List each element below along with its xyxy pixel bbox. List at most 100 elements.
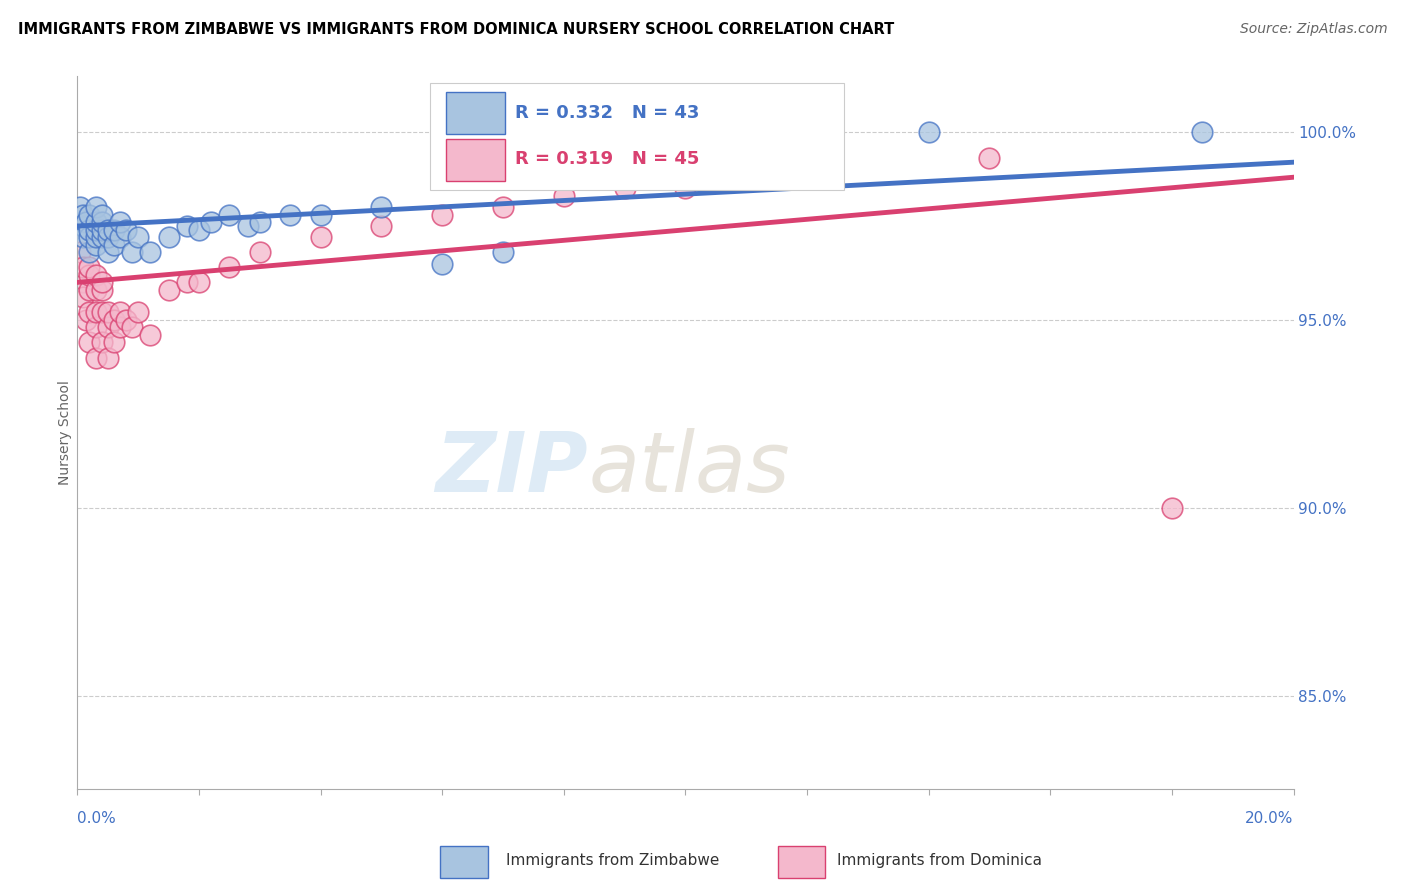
Point <box>370 200 392 214</box>
Point <box>979 152 1001 166</box>
Point <box>79 335 101 350</box>
Text: Immigrants from Zimbabwe: Immigrants from Zimbabwe <box>506 854 720 868</box>
Point <box>121 245 143 260</box>
Point <box>90 223 112 237</box>
Point <box>97 351 120 365</box>
Point <box>675 181 697 195</box>
Point <box>79 260 101 275</box>
Point <box>79 305 101 319</box>
Point <box>218 260 240 275</box>
Point <box>97 230 120 244</box>
Point <box>157 283 180 297</box>
Point <box>90 335 112 350</box>
Point <box>188 276 211 290</box>
Point <box>72 260 94 275</box>
Point <box>90 276 112 290</box>
FancyBboxPatch shape <box>430 83 844 190</box>
Point <box>97 245 120 260</box>
Point <box>309 208 332 222</box>
Point <box>218 208 240 222</box>
Point <box>97 320 120 334</box>
Point <box>796 170 818 185</box>
Point <box>79 230 101 244</box>
Point <box>75 313 97 327</box>
Point <box>84 305 107 319</box>
Point <box>249 215 271 229</box>
Point <box>90 215 112 229</box>
Point <box>108 320 131 334</box>
Point <box>492 245 515 260</box>
Point <box>553 189 575 203</box>
Point <box>176 276 198 290</box>
Point <box>84 200 107 214</box>
Point <box>84 351 107 365</box>
Point <box>492 200 515 214</box>
Point <box>249 245 271 260</box>
Point <box>188 223 211 237</box>
Point <box>72 230 94 244</box>
Point <box>84 223 107 237</box>
Point <box>103 313 125 327</box>
Point <box>200 215 222 229</box>
Point <box>115 313 138 327</box>
Point <box>72 208 94 222</box>
Point <box>84 268 107 282</box>
Point <box>79 283 101 297</box>
Point <box>108 215 131 229</box>
Point <box>103 223 125 237</box>
Point <box>90 305 112 319</box>
Point <box>69 200 91 214</box>
Point <box>278 208 301 222</box>
Point <box>103 335 125 350</box>
FancyBboxPatch shape <box>446 92 505 135</box>
Point <box>84 230 107 244</box>
Point <box>1191 125 1213 139</box>
Point <box>108 305 131 319</box>
Point <box>97 223 120 237</box>
Point <box>90 283 112 297</box>
Point <box>79 223 101 237</box>
Point <box>430 257 453 271</box>
Y-axis label: Nursery School: Nursery School <box>58 380 72 485</box>
Text: Immigrants from Dominica: Immigrants from Dominica <box>837 854 1042 868</box>
Point <box>90 208 112 222</box>
Point <box>72 276 94 290</box>
Point <box>613 181 636 195</box>
Text: atlas: atlas <box>588 428 790 508</box>
Point <box>236 219 259 233</box>
Point <box>430 208 453 222</box>
Point <box>79 268 101 282</box>
Point <box>370 219 392 233</box>
Point <box>121 320 143 334</box>
Point <box>139 245 162 260</box>
Text: Source: ZipAtlas.com: Source: ZipAtlas.com <box>1240 22 1388 37</box>
Point <box>97 305 120 319</box>
Point <box>157 230 180 244</box>
Point <box>79 208 101 222</box>
Point <box>69 245 91 260</box>
Point <box>176 219 198 233</box>
Point <box>127 230 149 244</box>
Text: ZIP: ZIP <box>436 428 588 508</box>
Text: 20.0%: 20.0% <box>1246 812 1294 826</box>
Point <box>84 237 107 252</box>
Point <box>75 215 97 229</box>
Point <box>72 219 94 233</box>
Text: R = 0.319   N = 45: R = 0.319 N = 45 <box>515 151 700 169</box>
Point <box>115 223 138 237</box>
Point <box>84 215 107 229</box>
Point <box>72 290 94 304</box>
Text: R = 0.332   N = 43: R = 0.332 N = 43 <box>515 104 700 122</box>
Point <box>79 245 101 260</box>
Point <box>90 230 112 244</box>
Text: IMMIGRANTS FROM ZIMBABWE VS IMMIGRANTS FROM DOMINICA NURSERY SCHOOL CORRELATION : IMMIGRANTS FROM ZIMBABWE VS IMMIGRANTS F… <box>18 22 894 37</box>
FancyBboxPatch shape <box>446 138 505 181</box>
Point <box>84 320 107 334</box>
Point <box>127 305 149 319</box>
Point <box>918 125 941 139</box>
Text: 0.0%: 0.0% <box>77 812 117 826</box>
Point <box>309 230 332 244</box>
Point <box>103 237 125 252</box>
Point <box>108 230 131 244</box>
Point <box>84 283 107 297</box>
